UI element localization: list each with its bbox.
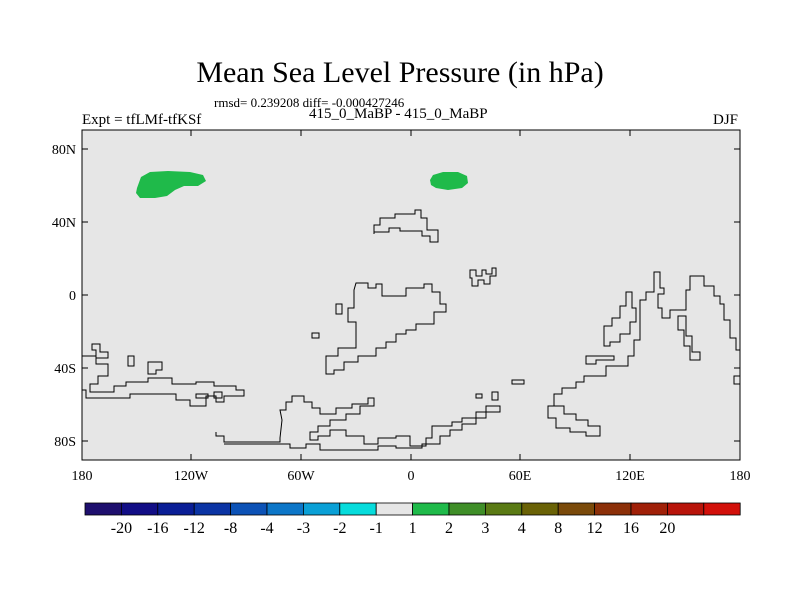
colorbar-cell	[375, 502, 414, 516]
colorbar-cell	[412, 502, 450, 516]
scandinavia-positive-anomaly	[430, 172, 468, 190]
coastline-contour	[213, 391, 223, 399]
axis-ticks	[82, 130, 740, 460]
coastline-contour	[215, 395, 501, 451]
colorbar-label: 3	[481, 520, 489, 537]
coastline-contour	[469, 267, 497, 287]
y-tick-label: 0	[69, 289, 76, 304]
colorbar-cell	[339, 502, 377, 516]
coastline-contour	[127, 355, 135, 367]
x-tick-label: 0	[408, 469, 415, 484]
x-tick-label: 120W	[174, 469, 209, 484]
coastline-contour	[335, 303, 343, 315]
experiment-label: Expt = tfLMf-tfKSf	[82, 112, 202, 128]
colorbar-cell	[84, 502, 122, 516]
coastline-contour	[585, 355, 615, 365]
coastline-contours	[82, 209, 740, 451]
y-tick-label: 80S	[54, 435, 76, 450]
colorbar-label: 2	[445, 520, 453, 537]
coastline-contour	[82, 355, 245, 407]
colorbar-cell	[521, 502, 559, 516]
coastline-contour	[603, 291, 637, 347]
colorbar-cell	[594, 502, 632, 516]
coastline-contour	[733, 375, 740, 385]
colorbar-cell	[630, 502, 668, 516]
coastline-contour	[553, 271, 740, 406]
x-tick-label: 120E	[615, 469, 645, 484]
colorbar-cell	[121, 502, 159, 516]
colorbar	[84, 502, 741, 516]
colorbar-label: 4	[518, 520, 526, 537]
season-label: DJF	[713, 112, 739, 128]
y-tick-label: 40N	[52, 216, 76, 231]
y-tick-label: 40S	[54, 362, 76, 377]
colorbar-cell	[302, 502, 341, 516]
coastline-contour	[373, 209, 439, 243]
colorbar-label: -4	[260, 520, 273, 537]
coastline-contour	[311, 332, 320, 339]
coastline-contour	[325, 282, 447, 375]
coastline-contour	[91, 343, 109, 359]
colorbar-label: -1	[370, 520, 383, 537]
coastline-contour	[475, 393, 483, 399]
x-tick-label: 180	[730, 469, 751, 484]
chart-title: Mean Sea Level Pressure (in hPa)	[196, 56, 604, 89]
colorbar-cell	[448, 502, 486, 516]
colorbar-label: -3	[297, 520, 310, 537]
colorbar-label: -12	[184, 520, 205, 537]
x-tick-label: 60E	[509, 469, 532, 484]
colorbar-label: -16	[147, 520, 168, 537]
colorbar-cell	[193, 502, 231, 516]
colorbar-cell	[230, 502, 268, 516]
colorbar-cell	[157, 502, 195, 516]
coastline-contour	[547, 405, 601, 437]
colorbar-label: 8	[554, 520, 562, 537]
coastline-contour	[491, 391, 499, 401]
coastline-contour	[147, 361, 163, 375]
x-tick-label: 60W	[287, 469, 315, 484]
coastline-contour	[511, 379, 525, 385]
y-tick-label: 80N	[52, 143, 76, 158]
x-tick-label: 180	[72, 469, 93, 484]
coastline-contour	[195, 393, 209, 399]
stats-label: rmsd= 0.239208 diff= -0.000427246	[214, 95, 405, 110]
colorbar-cell	[484, 502, 523, 516]
colorbar-label: -8	[224, 520, 237, 537]
colorbar-label: -20	[111, 520, 132, 537]
coastline-contour	[677, 315, 701, 361]
colorbar-cell	[703, 502, 741, 516]
greenland-positive-anomaly	[136, 171, 206, 198]
subtitle-label: 415_0_MaBP - 415_0_MaBP	[309, 106, 488, 122]
colorbar-cell	[557, 502, 596, 516]
colorbar-labels: -20 -16 -12 -8 -4 -3 -2 -1 1 2 3 4 8 12 16 20	[111, 520, 676, 537]
colorbar-label: 1	[409, 520, 417, 537]
colorbar-cell	[266, 502, 304, 516]
colorbar-cell	[667, 502, 705, 516]
colorbar-label: 20	[659, 520, 675, 537]
colorbar-label: 12	[587, 520, 603, 537]
colorbar-label: -2	[333, 520, 346, 537]
colorbar-label: 16	[623, 520, 639, 537]
